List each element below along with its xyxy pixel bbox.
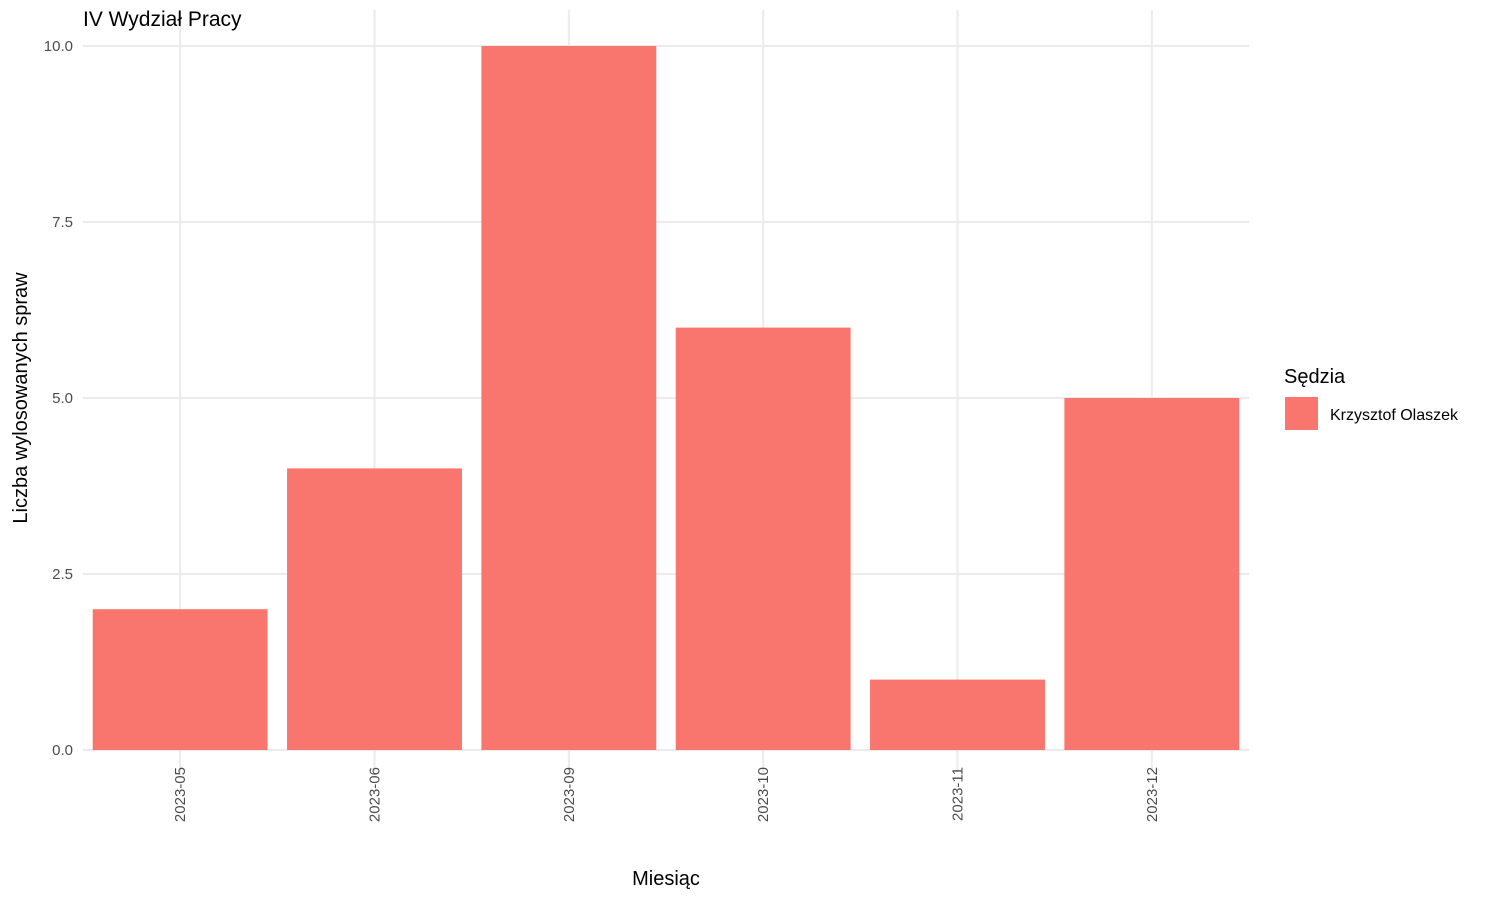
x-axis-ticks: 2023-05 2023-06 2023-09 2023-10 2023-11 2023-…	[172, 767, 1161, 822]
chart-title: IV Wydział Pracy	[83, 8, 242, 31]
bar	[287, 468, 462, 750]
bar	[481, 46, 657, 750]
x-axis-title: Miesiąc	[632, 868, 700, 890]
x-tick-label: 2023-09	[561, 767, 578, 822]
y-tick-label: 2.5	[52, 566, 73, 583]
x-tick-label: 2023-11	[950, 767, 967, 821]
y-tick-label: 0.0	[52, 742, 73, 759]
bar	[675, 327, 851, 750]
x-tick-label: 2023-10	[755, 767, 772, 822]
legend: Sędzia Krzysztof Olaszek	[1284, 366, 1459, 430]
bars	[92, 46, 1240, 750]
y-tick-label: 5.0	[52, 390, 73, 407]
y-axis-ticks: 0.0 2.5 5.0 7.5 10.0	[44, 38, 73, 759]
grid	[83, 10, 1249, 772]
bar	[1064, 398, 1240, 750]
y-tick-label: 10.0	[44, 38, 73, 55]
y-axis-title: Liczba wylosowanych spraw	[10, 272, 32, 524]
bar	[92, 609, 268, 750]
y-tick-label: 7.5	[52, 214, 73, 231]
x-tick-label: 2023-06	[367, 767, 384, 822]
x-tick-label: 2023-12	[1144, 767, 1161, 822]
legend-key	[1285, 397, 1318, 430]
legend-title: Sędzia	[1284, 366, 1346, 388]
bar	[870, 679, 1045, 750]
legend-label: Krzysztof Olaszek	[1330, 407, 1459, 424]
x-tick-label: 2023-05	[172, 767, 189, 822]
